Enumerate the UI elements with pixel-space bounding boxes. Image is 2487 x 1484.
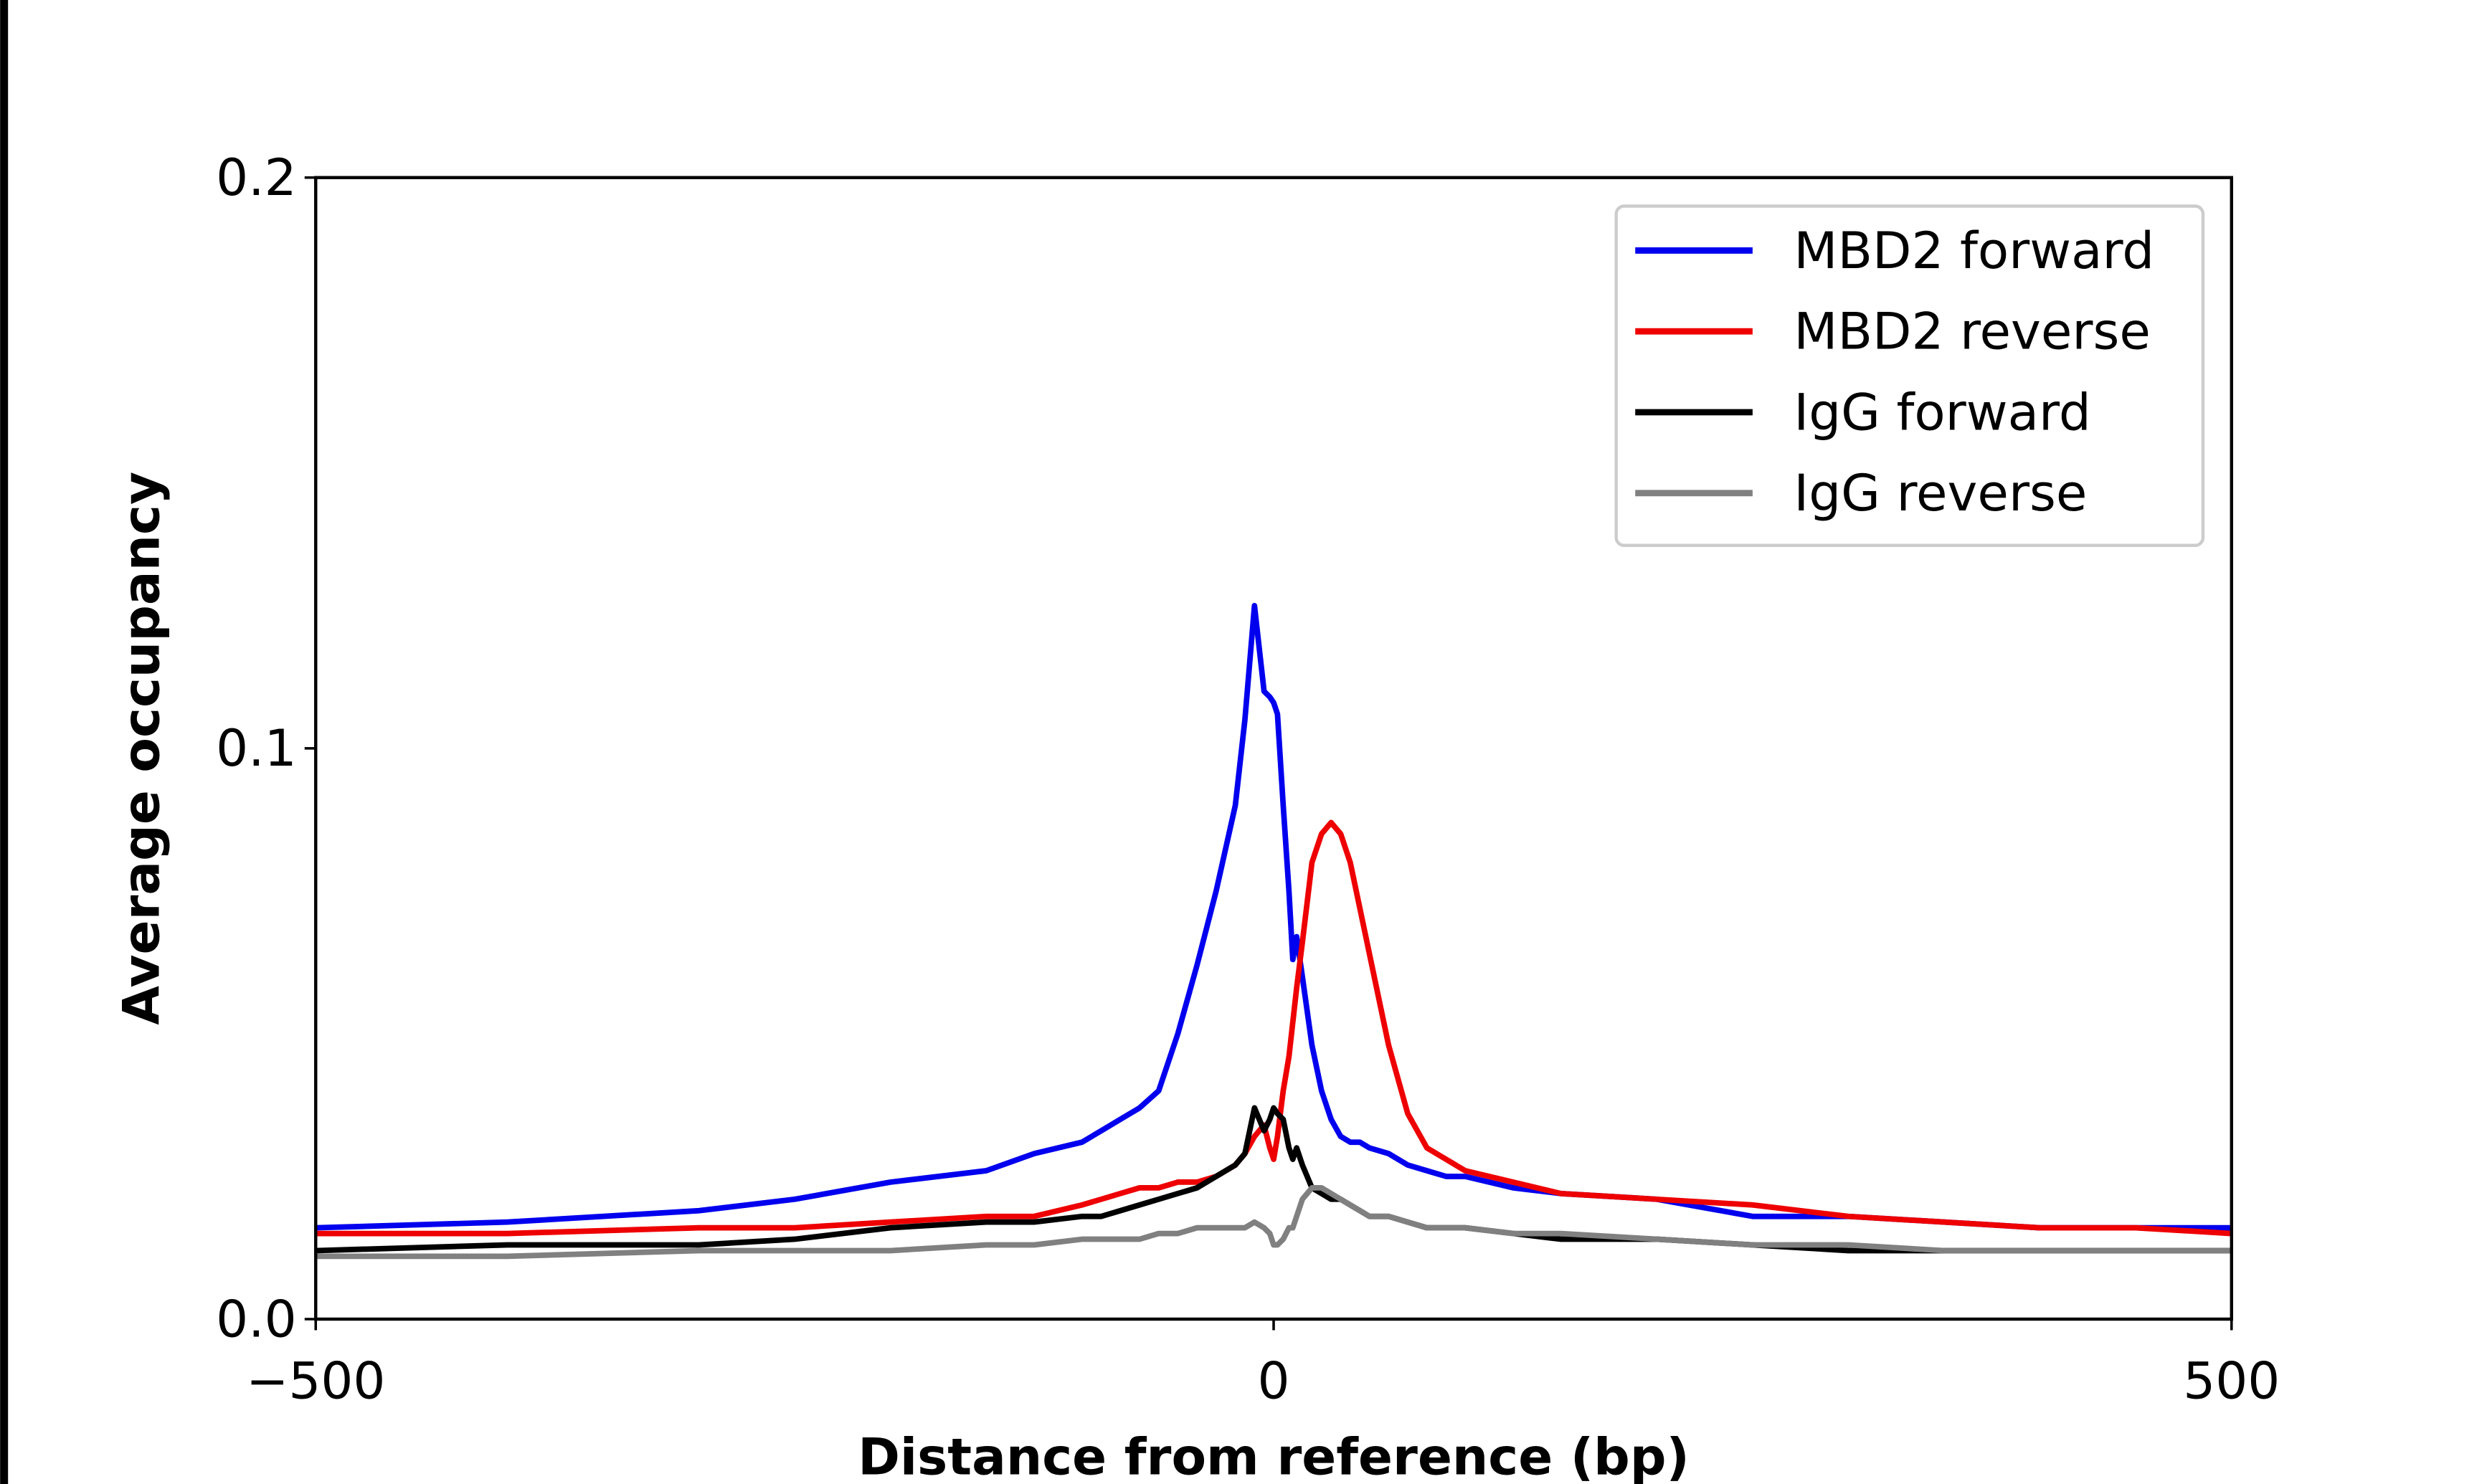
- legend-box: [1614, 204, 2205, 547]
- legend-label: IgG forward: [1794, 382, 2090, 442]
- series-line: [316, 602, 2232, 1231]
- y-tick-label: 0.1: [216, 718, 297, 778]
- series-line: [316, 1185, 2232, 1260]
- legend-label: MBD2 reverse: [1794, 302, 2151, 361]
- legend-label: IgG reverse: [1794, 463, 2087, 523]
- series-line: [316, 819, 2232, 1237]
- x-axis-label: Distance from reference (bp): [858, 1427, 1690, 1484]
- x-tick-label: −500: [246, 1351, 385, 1411]
- y-tick-label: 0.0: [216, 1289, 297, 1349]
- plot-frame: [314, 176, 2234, 1321]
- y-axis-label: Average occupancy: [111, 472, 171, 1025]
- x-tick-label: 500: [2183, 1351, 2280, 1411]
- x-tick-label: 0: [1258, 1351, 1290, 1411]
- legend-label: MBD2 forward: [1794, 221, 2154, 280]
- edge-bar: [0, 0, 9, 1484]
- y-tick-label: 0.2: [216, 148, 297, 207]
